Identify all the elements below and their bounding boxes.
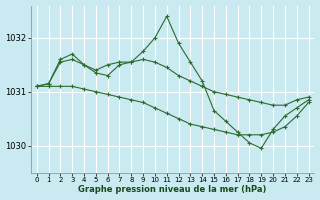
X-axis label: Graphe pression niveau de la mer (hPa): Graphe pression niveau de la mer (hPa) (78, 185, 267, 194)
